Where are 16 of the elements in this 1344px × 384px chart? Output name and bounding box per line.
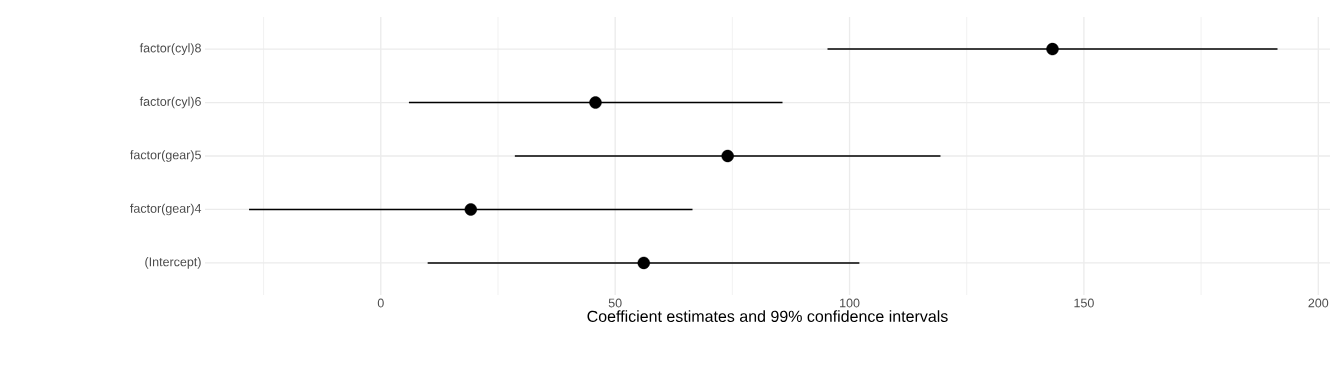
y-tick-label: factor(cyl)6	[139, 96, 201, 109]
x-tick-label: 0	[377, 298, 384, 308]
y-tick-label: (Intercept)	[145, 257, 201, 269]
x-tick-label: 50	[608, 298, 622, 308]
y-tick-label: factor(gear)5	[130, 150, 201, 162]
point	[589, 96, 602, 109]
y-tick-label: factor(gear)4	[130, 203, 202, 216]
point	[464, 203, 477, 216]
point	[1046, 42, 1059, 56]
point	[637, 256, 650, 270]
x-tick-label: 200	[1308, 298, 1329, 308]
y-tick-label: factor(cyl)8	[139, 43, 201, 55]
x-tick-label: 150	[1074, 298, 1094, 308]
x-tick-label: 100	[840, 298, 860, 308]
point	[721, 149, 734, 163]
x-axis-title: Coefficient estimates and 99% confidence intervals	[587, 310, 948, 322]
